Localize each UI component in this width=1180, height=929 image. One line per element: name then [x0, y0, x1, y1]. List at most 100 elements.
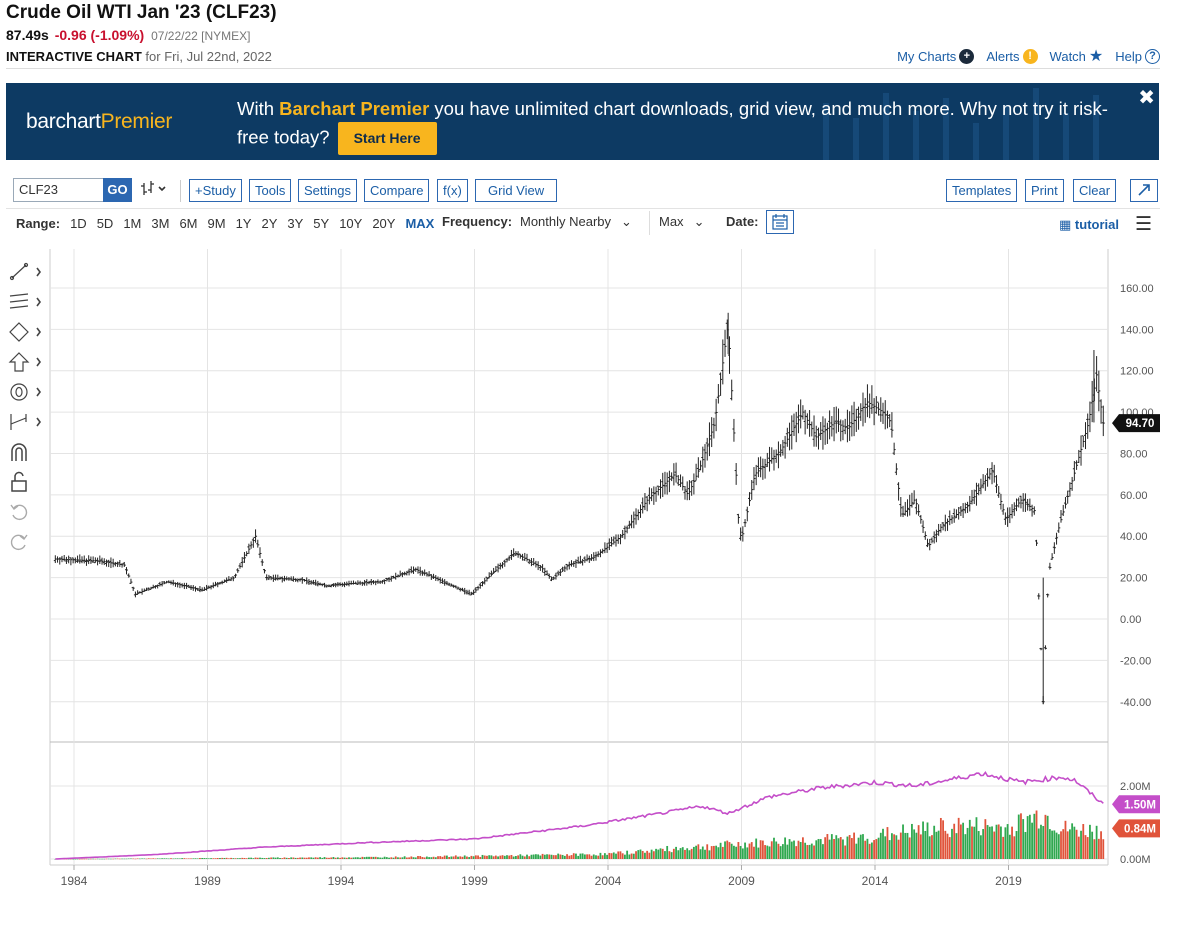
arrow-tool-button[interactable]	[8, 350, 46, 374]
volume-bar	[790, 841, 793, 859]
volume-bar	[837, 838, 840, 859]
volume-bar	[74, 858, 77, 860]
volume-bar	[652, 851, 655, 859]
undo-button[interactable]	[8, 500, 46, 524]
volume-bar	[559, 854, 562, 859]
volume-bar	[470, 855, 473, 859]
open-interest-line	[55, 770, 1104, 860]
volume-bar	[808, 844, 811, 859]
volume-bar	[906, 832, 909, 859]
add-study-button[interactable]: +Study	[189, 179, 242, 202]
volume-bar	[1053, 830, 1056, 859]
chart-grid	[49, 249, 1109, 870]
range-10y[interactable]: 10Y	[339, 215, 363, 231]
my-charts-link[interactable]: My Charts +	[897, 48, 975, 64]
grid-view-button[interactable]: Grid View	[475, 179, 558, 202]
range-9m[interactable]: 9M	[207, 215, 226, 231]
volume-bar	[103, 858, 106, 860]
range-max[interactable]: MAX	[405, 215, 435, 231]
shape-tool-button[interactable]	[8, 320, 46, 344]
line-tool-button[interactable]	[8, 260, 46, 284]
volume-bar	[345, 857, 348, 859]
volume-bar	[354, 857, 357, 859]
volume-bar	[1017, 814, 1020, 859]
period-dropdown[interactable]: Max ⌄	[659, 214, 705, 229]
volume-bar	[759, 840, 762, 859]
alerts-link[interactable]: Alerts !	[986, 48, 1038, 64]
fx-button[interactable]: f(x)	[437, 179, 468, 202]
date-picker-button[interactable]	[766, 210, 794, 234]
volume-bar	[902, 824, 904, 859]
measure-tool-button[interactable]	[8, 410, 46, 434]
volume-bar	[316, 857, 319, 859]
volume-bar	[1055, 832, 1058, 859]
quote-meta: 07/22/22 [NYMEX]	[151, 29, 251, 43]
range-1m[interactable]: 1M	[123, 215, 142, 231]
help-icon: ?	[1145, 48, 1160, 64]
volume-bar	[241, 857, 244, 859]
print-button[interactable]: Print	[1025, 179, 1064, 202]
fib-tool-button[interactable]	[8, 290, 46, 314]
volume-bar	[568, 855, 571, 859]
volume-bar	[877, 837, 880, 859]
volume-bar	[670, 852, 673, 859]
close-icon[interactable]: ✖	[1138, 87, 1155, 109]
volume-bar	[692, 846, 695, 859]
volume-bar	[250, 857, 253, 859]
volume-bar	[212, 858, 215, 859]
volume-bar	[806, 845, 809, 859]
volume-bar	[603, 853, 606, 859]
volume-bar	[528, 856, 531, 859]
lock-tool-button[interactable]	[8, 470, 46, 494]
range-3m[interactable]: 3M	[151, 215, 170, 231]
frequency-dropdown[interactable]: Monthly Nearby ⌄	[520, 214, 632, 229]
volume-bar	[695, 845, 698, 859]
redo-button[interactable]	[8, 530, 46, 554]
fullscreen-button[interactable]	[1130, 179, 1158, 202]
volume-bar	[221, 857, 224, 859]
range-5y[interactable]: 5Y	[313, 215, 330, 231]
volume-bar	[973, 826, 976, 859]
volume-bar	[1020, 813, 1022, 859]
range-1d[interactable]: 1D	[70, 215, 87, 231]
clear-button[interactable]: Clear	[1073, 179, 1117, 202]
watch-label: Watch	[1049, 48, 1086, 64]
volume-bar	[523, 856, 526, 859]
help-link[interactable]: Help ?	[1115, 48, 1160, 64]
volume-bar	[891, 833, 893, 859]
settings-button[interactable]: Settings	[298, 179, 357, 202]
tools-button[interactable]: Tools	[249, 179, 292, 202]
volume-bar	[268, 857, 270, 859]
volume-bar	[83, 858, 86, 860]
header-divider	[6, 68, 1160, 69]
range-6m[interactable]: 6M	[179, 215, 198, 231]
volume-bar	[788, 839, 791, 859]
menu-icon[interactable]: ☰	[1135, 214, 1153, 235]
volume-tick-label: 0.00M	[1120, 854, 1151, 866]
magnet-tool-button[interactable]	[8, 440, 46, 464]
templates-button[interactable]: Templates	[946, 179, 1018, 202]
range-5d[interactable]: 5D	[96, 215, 114, 231]
volume-bar	[777, 843, 780, 859]
text-tool-button[interactable]	[8, 380, 46, 404]
volume-bar	[681, 847, 684, 859]
range-20y[interactable]: 20Y	[372, 215, 396, 231]
volume-bar	[121, 858, 123, 860]
tutorial-link[interactable]: ▦ tutorial	[1059, 217, 1119, 232]
compare-button[interactable]: Compare	[364, 179, 430, 202]
chart-type-selector[interactable]	[140, 180, 170, 201]
range-3y[interactable]: 3Y	[287, 215, 304, 231]
volume-bar	[143, 858, 146, 860]
range-1y[interactable]: 1Y	[235, 215, 252, 231]
range-2y[interactable]: 2Y	[261, 215, 278, 231]
watch-link[interactable]: Watch ★	[1050, 46, 1104, 66]
volume-bar	[928, 836, 931, 859]
price-chart[interactable]: 160.00140.00120.00100.0080.0060.0040.002…	[0, 245, 1165, 895]
volume-bar	[454, 855, 457, 859]
symbol-input[interactable]: CLF23	[13, 178, 105, 202]
volume-bar	[1002, 836, 1005, 859]
volume-bar	[530, 854, 533, 859]
start-here-button[interactable]: Start Here	[337, 122, 437, 155]
volume-bar	[1091, 831, 1094, 859]
go-button[interactable]: GO	[103, 178, 132, 202]
